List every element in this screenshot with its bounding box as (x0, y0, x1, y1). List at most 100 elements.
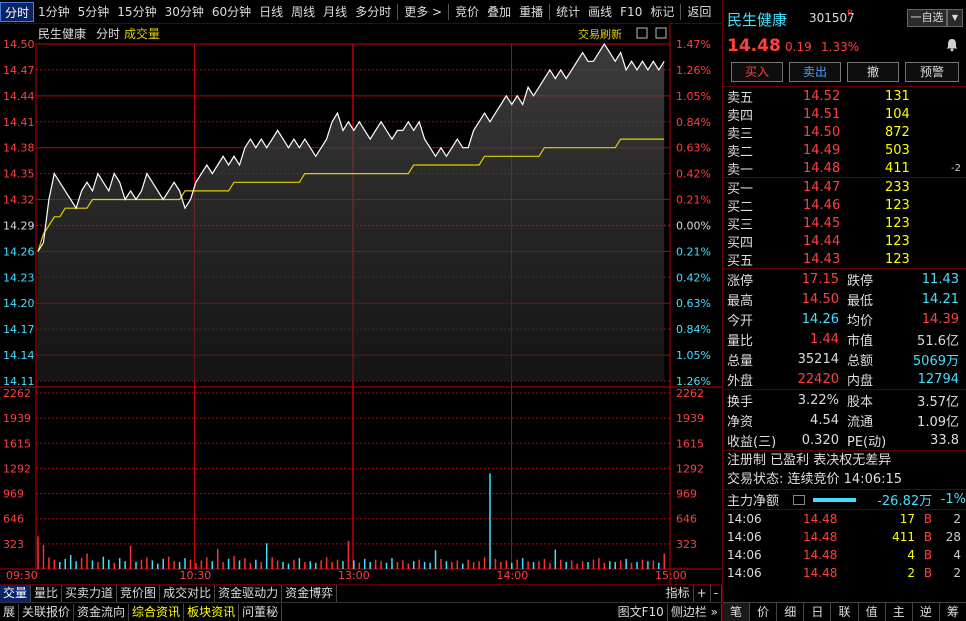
tabs1-right-button[interactable]: 指标 (663, 585, 694, 602)
side-tab[interactable]: 值 (859, 603, 886, 621)
level-price: 14.43 (803, 251, 841, 267)
tick-row: 14:06 14.48 17 B 2 (723, 510, 966, 528)
volume-tick-label-right: 646 (676, 513, 697, 526)
toolbar-item-button[interactable]: 竞价 (455, 4, 480, 19)
tabs2-right-controls: 图文F10 侧边栏 » (615, 603, 722, 621)
buy-button[interactable]: 买入 (731, 62, 783, 82)
tabs2-tab[interactable]: 综合资讯 (129, 603, 185, 621)
tabs2-tab[interactable]: 板块资讯 (184, 603, 240, 621)
toolbar-item-button[interactable]: 统计 (556, 4, 581, 19)
ask-row[interactable]: 卖四 14.51 104 (723, 105, 966, 124)
toolbar-item-button[interactable]: 返回 (687, 4, 712, 19)
toolbar-item-button[interactable]: 画线 (588, 4, 613, 19)
level-price: 14.44 (803, 233, 841, 249)
tick-count: 2 (953, 566, 961, 580)
watchlist-dropdown-button[interactable]: ▼ (947, 9, 963, 27)
tabs1-right-button[interactable]: + (694, 585, 711, 602)
price-tick-label: 14.44 (3, 90, 35, 103)
toolbar-item-button[interactable]: F10 (620, 4, 643, 19)
stat-label: 股本 (847, 394, 874, 410)
bid-row[interactable]: 买一 14.47 233 (723, 178, 966, 197)
toolbar-item-button[interactable]: 月线 (323, 4, 348, 19)
fundamental-row: 收益(三) 0.320 PE(动) 33.8 (723, 430, 966, 450)
tabs1-tab[interactable]: 交量 (0, 585, 32, 602)
toolbar-item-button[interactable]: 周线 (291, 4, 316, 19)
toolbar-item-button[interactable]: 更多 > (404, 4, 443, 19)
price-alert-button[interactable]: 预警 (905, 62, 959, 82)
toolbar-item-button[interactable]: 30分钟 (164, 4, 204, 19)
bid-row[interactable]: 买二 14.46 123 (723, 196, 966, 215)
bid-row[interactable]: 买三 14.45 123 (723, 214, 966, 233)
level-label: 买三 (727, 217, 754, 233)
tick-time: 14:06 (727, 530, 762, 544)
side-tab[interactable]: 笔 (723, 603, 751, 621)
registration-flag: R (847, 9, 854, 19)
toolbar-item-button[interactable]: 叠加 (487, 4, 512, 19)
side-tab[interactable]: 细 (777, 603, 805, 621)
toolbar-item-button[interactable]: 5分钟 (77, 4, 110, 19)
toolbar-item-button[interactable]: 多分时 (355, 4, 392, 19)
toolbar-item-button[interactable]: 日线 (259, 4, 284, 19)
volume-tick-label: 646 (3, 513, 24, 526)
side-tab[interactable]: 价 (750, 603, 778, 621)
level-volume: 872 (885, 124, 910, 140)
side-tab[interactable]: 日 (804, 603, 832, 621)
bell-icon[interactable] (945, 38, 959, 52)
pct-tick-label: 1.47% (676, 38, 711, 51)
cancel-order-button[interactable]: 撤 (847, 62, 899, 82)
side-tab[interactable]: 主 (886, 603, 913, 621)
level-label: 买四 (727, 235, 754, 251)
level-label: 卖五 (727, 90, 754, 106)
tabs1-tab[interactable]: 买卖力道 (62, 585, 118, 602)
tick-volume: 2 (907, 566, 915, 580)
price-tick-label: 14.11 (3, 375, 35, 388)
toolbar-item-button[interactable]: 1分钟 (38, 4, 70, 19)
toolbar-item-button[interactable]: 重播 (519, 4, 544, 19)
side-tab[interactable]: 筹 (940, 603, 966, 621)
ask-row[interactable]: 卖二 14.49 503 (723, 141, 966, 160)
tabs1-tab[interactable]: 资金博弈 (282, 585, 338, 602)
side-tab[interactable]: 联 (831, 603, 859, 621)
toolbar-item-button[interactable]: 15分钟 (117, 4, 157, 19)
tick-price: 14.48 (803, 512, 838, 526)
tabs2-tab[interactable]: 展 (0, 603, 20, 621)
ask-row[interactable]: 卖一 14.48 411 -2 (723, 159, 966, 178)
sell-button[interactable]: 卖出 (789, 62, 841, 82)
list-icon[interactable] (792, 494, 805, 505)
tabs2-tab[interactable]: 问董秘 (239, 603, 283, 621)
tabs1-tab[interactable]: 资金驱动力 (215, 585, 283, 602)
tabs2-tab[interactable]: 关联报价 (19, 603, 75, 621)
toolbar-item-button[interactable]: 标记 (650, 4, 675, 19)
tabs1-tab[interactable]: 成交对比 (160, 585, 216, 602)
stat-value: 33.8 (930, 432, 959, 448)
stat-row: 涨停 17.15 跌停 11.43 (723, 269, 966, 289)
intraday-chart[interactable]: 民生健康 分时 成交量 交易刷新 14.50 1.47% 14.47 1.26% 14.44 1.… (0, 24, 722, 584)
bid-row[interactable]: 买五 14.43 123 (723, 250, 966, 269)
side-tab[interactable]: 逆 (913, 603, 940, 621)
tabs1-right-button[interactable]: - (711, 585, 722, 602)
toolbar-divider (448, 3, 450, 20)
chart-canvas[interactable]: 民生健康 分时 成交量 交易刷新 14.50 1.47% 14.47 1.26% 14.44 1.… (0, 24, 722, 584)
price-tick-label: 14.50 (3, 38, 35, 51)
tabs2-right-button[interactable]: 图文F10 (615, 603, 668, 621)
bid-row[interactable]: 买四 14.44 123 (723, 232, 966, 251)
tabs1-tab[interactable]: 竞价图 (117, 585, 161, 602)
stats-table: 涨停 17.15 跌停 11.43 最高 14.50 最低 14.21 今开 14.26 均价 14.… (723, 268, 966, 389)
ask-row[interactable]: 卖三 14.50 872 (723, 123, 966, 142)
tabs2-right-button[interactable]: 侧边栏 » (668, 603, 722, 621)
tabs2-tab[interactable]: 资金流向 (74, 603, 130, 621)
tabs1-tab[interactable]: 量比 (31, 585, 63, 602)
tick-side: B (923, 566, 933, 580)
stat-label: 今开 (727, 313, 754, 329)
toolbar-item-button[interactable]: 60分钟 (211, 4, 252, 19)
toolbar-intraday-button[interactable]: 分时 (0, 1, 35, 22)
ask-row[interactable]: 卖五 14.52 131 (723, 87, 966, 106)
price-change-pct: 1.33% (821, 40, 860, 54)
stat-label: 总量 (727, 353, 754, 369)
stat-value: 14.39 (921, 311, 959, 327)
price-change: 0.19 (785, 40, 812, 54)
stock-code: 301507 (809, 11, 855, 25)
add-watchlist-button[interactable]: 一自选 (907, 9, 947, 27)
stat-label: 收益(三) (727, 434, 777, 450)
main-net-label: 主力净额 (727, 494, 780, 509)
